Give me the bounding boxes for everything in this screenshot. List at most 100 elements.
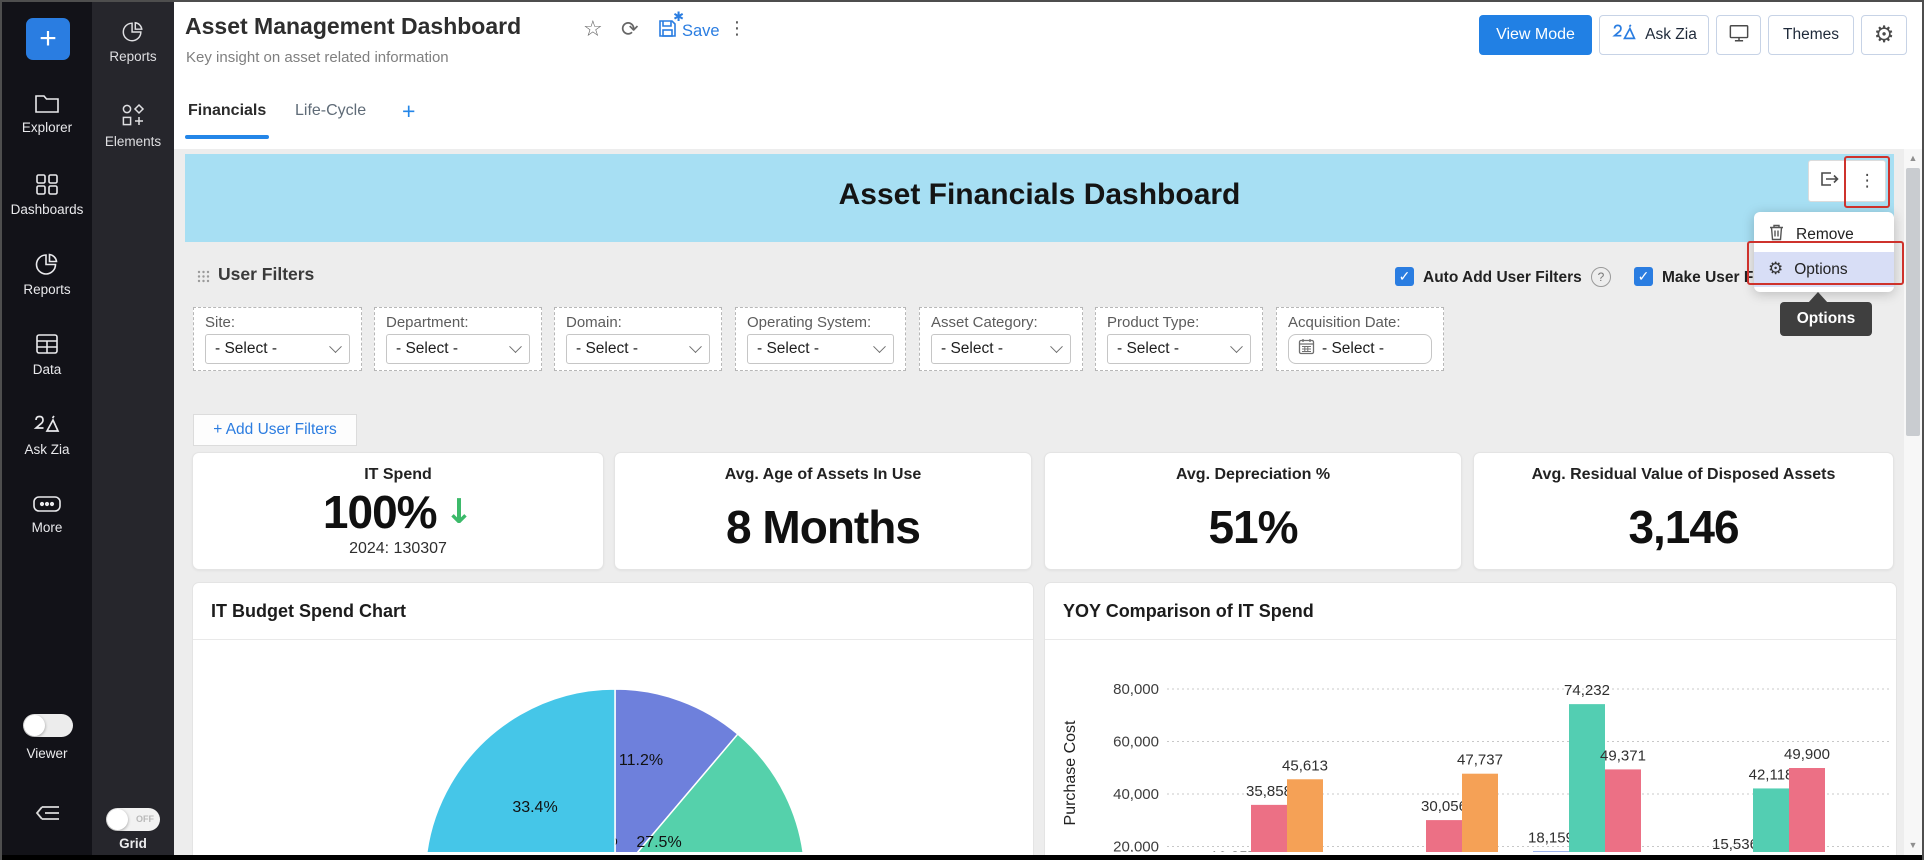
add-tab-button[interactable]: + [402,98,416,124]
tooltip-caret [1808,292,1828,303]
viewer-toggle[interactable] [23,714,73,737]
themes-button[interactable]: Themes [1768,15,1854,55]
svg-text:10,857: 10,857 [1210,849,1256,852]
svg-text:35,858: 35,858 [1246,783,1292,800]
filter-label: Department: [386,314,469,331]
filter-select[interactable]: - Select - [386,334,530,364]
chevron-down-icon [329,339,342,353]
kpi-value: 8 Months [726,500,921,553]
kpi-card[interactable]: Avg. Depreciation % 51% [1044,452,1462,570]
filter-select[interactable]: - Select - [931,334,1071,364]
settings-gear-button[interactable]: ⚙ [1861,15,1907,55]
user-filters-title: User Filters [218,264,315,284]
kpi-card[interactable]: Avg. Age of Assets In Use 8 Months [614,452,1032,570]
filter-select[interactable]: - Select - [1288,334,1432,364]
filter-box: Department: - Select - [374,307,542,371]
kpi-title: Avg. Residual Value of Disposed Assets [1531,466,1836,483]
header-more-kebab-icon[interactable]: ⋮ [728,18,747,39]
refresh-icon[interactable]: ⟳ [621,17,639,41]
svg-text:42,118: 42,118 [1749,766,1794,783]
sidebar-item-label: Dashboards [10,202,84,217]
save-floppy-icon: ✱ [657,11,684,44]
tab-financials[interactable]: Financials [188,102,267,119]
chevron-down-icon [1050,339,1063,353]
dashboards-grid-icon [2,172,92,196]
presentation-monitor-button[interactable] [1716,15,1761,55]
add-user-filters-button[interactable]: + Add User Filters [193,414,357,446]
panel-item-elements[interactable]: Elements [92,102,174,149]
sidebar-item-explorer[interactable]: Explorer [2,92,92,135]
save-label: Save [682,21,720,40]
filter-select[interactable]: - Select - [205,334,350,364]
kpi-subtext: 2024: 130307 [349,540,447,557]
secondary-sidebar: Reports Elements OFF Grid [92,2,174,860]
tab-life-cycle[interactable]: Life-Cycle [295,102,367,119]
svg-text:11.2%: 11.2% [619,752,663,769]
kpi-value-row: 8 Months [726,484,921,569]
pie-chart-card[interactable]: IT Budget Spend Chart 11.2%27.5%24.1%33.… [192,582,1034,860]
filter-value: - Select - [757,340,820,357]
ask-zia-button[interactable]: Ask Zia [1599,15,1709,55]
auto-add-user-filters-checkbox[interactable]: ✓ [1395,267,1414,286]
make-user-filters-checkbox[interactable]: ✓ [1634,267,1653,286]
svg-text:45,613: 45,613 [1282,757,1328,774]
filter-select[interactable]: - Select - [566,334,710,364]
divider [1045,639,1896,640]
zia-icon [1611,23,1638,48]
panel-item-label: Elements [104,134,162,149]
svg-text:49,900: 49,900 [1784,746,1830,763]
scrollbar-thumb[interactable] [1906,168,1920,436]
svg-text:60,000: 60,000 [1113,734,1159,751]
bar-chart-card[interactable]: YOY Comparison of IT Spend 20,000 40,000 6… [1044,582,1897,860]
more-ellipsis-icon [2,494,92,514]
view-mode-button[interactable]: View Mode [1479,15,1592,55]
kpi-title: IT Spend [364,466,432,483]
move-widget-icon[interactable] [1818,169,1840,194]
create-new-button[interactable]: + [26,18,70,60]
drag-handle-icon[interactable] [197,270,210,288]
help-icon[interactable]: ? [1591,267,1611,287]
filter-select[interactable]: - Select - [1107,334,1251,364]
kpi-value: 100% [322,486,438,538]
kpi-card[interactable]: Avg. Residual Value of Disposed Assets 3,… [1473,452,1894,570]
save-button[interactable]: ✱ Save [657,11,720,44]
filter-value: - Select - [1117,340,1180,357]
filter-box: Acquisition Date: - Select - [1276,307,1444,371]
sidebar-item-ask-zia[interactable]: Ask Zia [2,414,92,457]
svg-text:Purchase Cost: Purchase Cost [1062,720,1079,825]
panel-item-reports[interactable]: Reports [92,20,174,64]
svg-text:20,000: 20,000 [1113,839,1159,853]
banner-widget[interactable]: Asset Financials Dashboard [185,154,1894,242]
scrollbar-up-arrow[interactable]: ▲ [1908,153,1918,163]
menu-item-remove[interactable]: Remove [1754,217,1894,252]
divider [193,639,1033,640]
collapse-sidebar-icon[interactable] [34,802,62,829]
trend-down-arrow-icon: ↓ [444,492,474,532]
svg-text:49,371: 49,371 [1600,747,1646,764]
filter-select[interactable]: - Select - [747,334,894,364]
chevron-down-icon [509,339,522,353]
sidebar-item-dashboards[interactable]: Dashboards [2,172,92,217]
monitor-icon [1728,23,1750,48]
kpi-card[interactable]: IT Spend 100% ↓ 2024: 130307 [192,452,604,570]
grid-toggle[interactable]: OFF [106,808,160,831]
sidebar-item-more[interactable]: More [2,494,92,535]
viewer-toggle-label: Viewer [26,746,68,761]
filter-value: - Select - [396,340,459,357]
svg-text:80,000: 80,000 [1113,681,1159,698]
bar-chart[interactable]: 20,000 40,000 60,000 80,000 Purchase Cost 10,… [1045,640,1894,860]
favorite-star-icon[interactable]: ☆ [583,17,603,42]
chevron-down-icon [689,339,702,353]
filter-label: Domain: [566,314,622,331]
pie-chart[interactable]: 11.2%27.5%24.1%33.4% [193,640,1031,860]
calendar-icon [1298,338,1315,360]
sidebar-item-reports[interactable]: Reports [2,252,92,297]
folder-icon [2,92,92,114]
make-user-filters-label: Make User F [1662,269,1754,286]
sidebar-item-data[interactable]: Data [2,332,92,377]
widget-kebab-menu-icon[interactable]: ⋮ [1858,170,1876,191]
grid-toggle-knob [107,809,128,830]
scrollbar-down-arrow[interactable]: ▼ [1908,840,1918,850]
widget-context-menu: Remove ⚙ Options [1754,212,1894,292]
menu-item-options[interactable]: ⚙ Options [1754,252,1894,287]
